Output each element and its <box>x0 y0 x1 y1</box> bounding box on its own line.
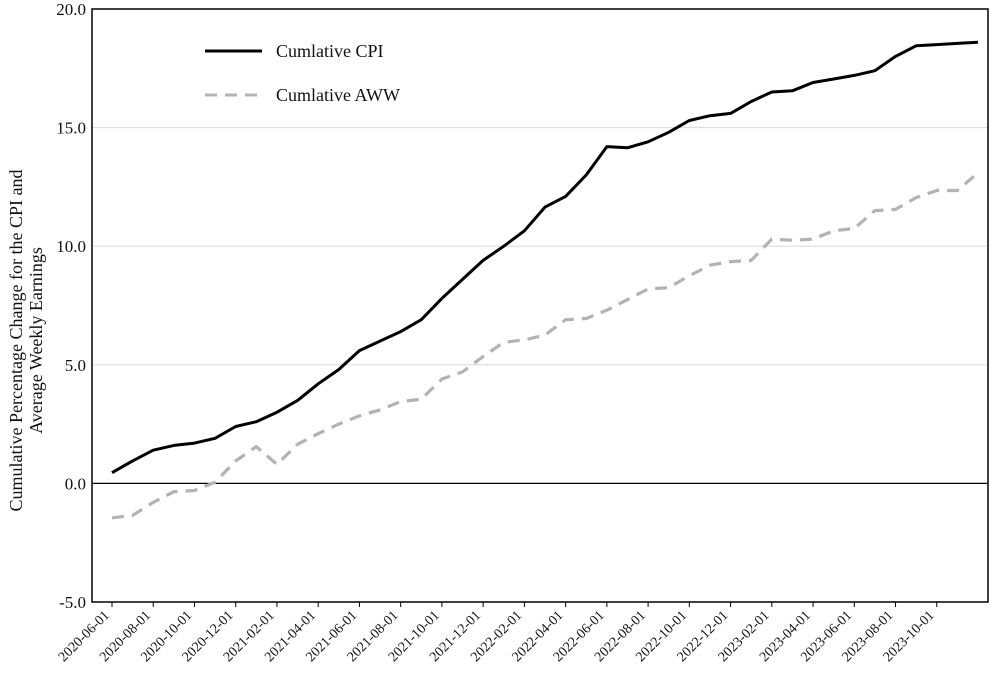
series-line-cpi <box>111 40 979 475</box>
y-tick-label: 0.0 <box>65 474 86 493</box>
y-tick-label: -5.0 <box>59 593 86 612</box>
y-axis-title: Cumulative Percentage Change for the CPI… <box>6 170 46 512</box>
y-axis-ticks: 20.0 15.0 10.0 5.0 0.0 -5.0 <box>56 0 86 612</box>
y-tick-label: 15.0 <box>56 119 86 138</box>
y-tick-label: 10.0 <box>56 237 86 256</box>
gridlines <box>92 127 988 366</box>
y-tick-label: 5.0 <box>65 356 86 375</box>
legend: Cumlative CPI Cumlative AWW <box>205 41 400 105</box>
series-line-aww <box>111 171 980 520</box>
y-axis-title-line-1: Cumulative Percentage Change for the CPI… <box>6 170 26 512</box>
legend-label-aww: Cumlative AWW <box>276 85 400 105</box>
plot-area-frame <box>91 8 989 603</box>
y-axis-title-line-2: Average Weekly Earnings <box>26 247 46 434</box>
legend-label-cpi: Cumlative CPI <box>276 41 384 61</box>
y-tick-label: 20.0 <box>56 0 86 19</box>
x-axis-ticks: 2020-06-012020-08-012020-10-012020-12-01… <box>56 602 938 665</box>
series-lines <box>111 40 980 520</box>
